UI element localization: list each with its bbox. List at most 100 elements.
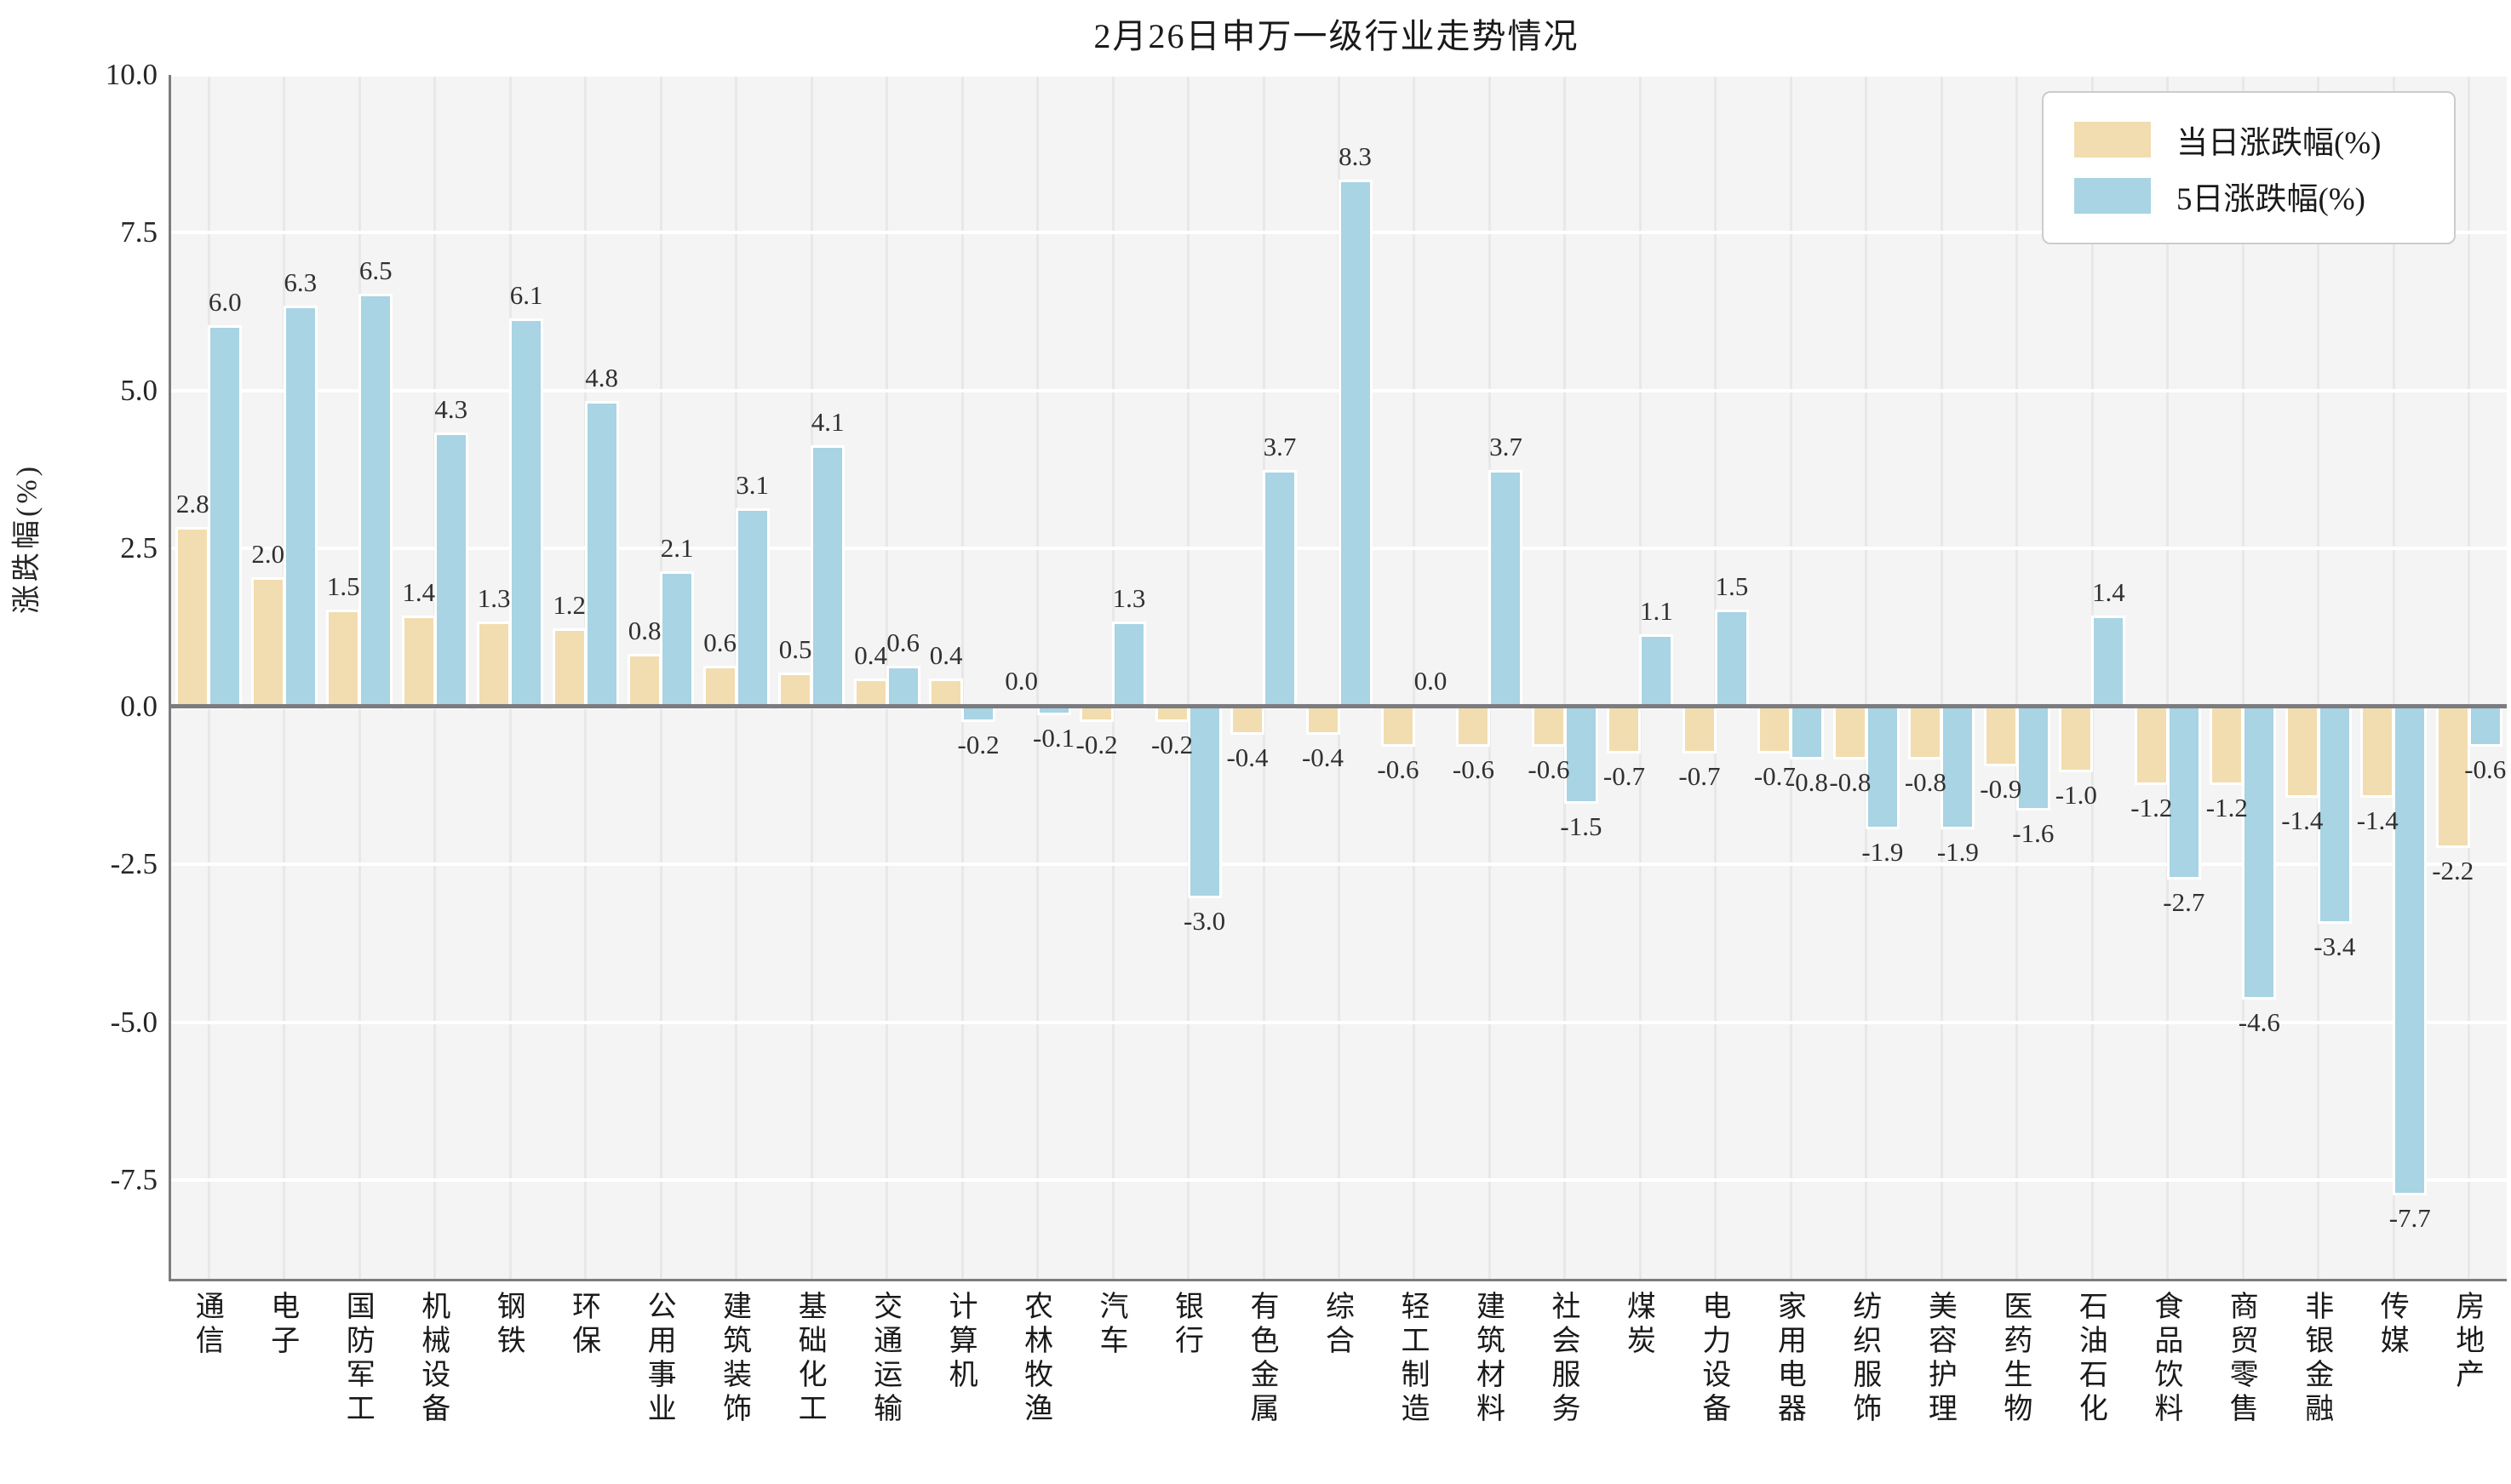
gridline-vertical <box>1563 75 1567 1279</box>
bar-5day <box>2091 616 2126 709</box>
gridline-horizontal <box>171 388 2507 392</box>
bar-5day <box>2393 703 2428 1196</box>
x-tick-label: 交通运输 <box>869 1291 901 1427</box>
bar-value-label: 1.1 <box>1640 596 1673 627</box>
bar-5day <box>2468 703 2502 748</box>
bar-value-label: 2.8 <box>175 489 209 519</box>
bar-value-label: 0.6 <box>703 627 737 658</box>
bar-daily <box>1080 703 1115 722</box>
legend-item-daily: 当日涨跌幅(%) <box>2074 112 2454 168</box>
bar-value-label: 0.0 <box>1413 665 1448 696</box>
bar-value-label: 0.5 <box>778 633 812 664</box>
y-tick-label: -5.0 <box>110 1005 158 1039</box>
x-tick-label: 钢铁 <box>492 1291 525 1359</box>
legend-swatch-5day <box>2074 178 2151 214</box>
bar-daily <box>929 679 964 709</box>
bar-5day <box>660 571 695 709</box>
bar-daily <box>175 527 210 709</box>
bar-daily <box>1908 703 1943 760</box>
gridline-vertical <box>1789 75 1792 1279</box>
bar-value-label: -1.4 <box>2281 805 2324 835</box>
bar-daily <box>2210 703 2244 785</box>
bar-5day <box>2242 703 2277 1000</box>
bar-5day <box>358 293 393 709</box>
gridline-vertical <box>1036 75 1040 1279</box>
x-tick-label: 通信 <box>191 1291 223 1359</box>
bar-5day <box>1338 180 1373 709</box>
bar-value-label: 1.5 <box>326 570 360 601</box>
bar-5day <box>1036 703 1071 716</box>
x-tick-label: 电子 <box>266 1291 298 1359</box>
bar-value-label: 0.4 <box>854 640 887 671</box>
bar-daily <box>1456 703 1491 748</box>
x-tick-label: 社会服务 <box>1546 1291 1579 1427</box>
bar-value-label: -0.7 <box>1753 760 1796 791</box>
legend-label-5day: 5日涨跌幅(%) <box>2176 182 2365 217</box>
bar-daily <box>1757 703 1792 753</box>
x-tick-label: 计算机 <box>944 1291 977 1393</box>
legend-swatch-daily <box>2074 122 2151 158</box>
bar-5day <box>1790 703 1825 760</box>
bar-5day <box>886 666 920 709</box>
bar-value-label: 1.4 <box>402 577 436 607</box>
gridline-vertical <box>2317 75 2320 1279</box>
bar-value-label: -4.6 <box>2238 1007 2280 1038</box>
y-tick-label: 5.0 <box>120 373 158 407</box>
bar-value-label: 0.8 <box>628 615 662 645</box>
bar-value-label: 6.5 <box>358 255 393 285</box>
gridline-vertical <box>1338 75 1340 1279</box>
bar-5day <box>2317 703 2352 925</box>
bar-value-label: 1.3 <box>477 583 511 614</box>
bar-daily <box>2059 703 2094 773</box>
bar-value-label: -2.7 <box>2163 887 2205 918</box>
bar-value-label: 3.1 <box>736 469 769 500</box>
gridline-vertical <box>584 75 588 1279</box>
bar-daily <box>702 666 737 709</box>
bar-daily <box>1983 703 2018 766</box>
bar-5day <box>811 444 846 709</box>
bar-daily <box>2285 703 2319 798</box>
gridline-vertical <box>1638 75 1642 1279</box>
bar-value-label: 4.1 <box>811 406 845 437</box>
legend-label-daily: 当日涨跌幅(%) <box>2176 126 2382 161</box>
x-tick-label: 环保 <box>567 1291 599 1359</box>
x-tick-label: 农林牧渔 <box>1019 1291 1052 1427</box>
bar-value-label: 6.3 <box>284 267 318 298</box>
bar-value-label: -1.9 <box>1861 836 1904 867</box>
y-tick-label: 2.5 <box>120 531 158 565</box>
bar-value-label: 2.1 <box>660 533 694 564</box>
bar-value-label: -0.6 <box>1452 754 1494 785</box>
gridline-horizontal <box>171 547 2507 551</box>
gridline-vertical <box>433 75 437 1279</box>
x-tick-label: 基础化工 <box>794 1291 826 1427</box>
bar-value-label: 3.7 <box>1489 432 1522 462</box>
gridline-vertical <box>508 75 512 1279</box>
bar-value-label: -0.2 <box>1075 729 1118 759</box>
bar-daily <box>1305 703 1340 735</box>
bar-value-label: -1.4 <box>2356 805 2399 835</box>
x-tick-label: 电力设备 <box>1697 1291 1729 1427</box>
bar-value-label: -0.6 <box>1528 754 1570 785</box>
x-tick-label: 国防军工 <box>341 1291 374 1427</box>
bar-daily <box>401 616 436 709</box>
bar-value-label: 2.0 <box>251 539 285 570</box>
gridline-vertical <box>1413 75 1416 1279</box>
y-tick-label: 10.0 <box>105 58 158 91</box>
x-tick-label: 机械设备 <box>416 1291 449 1427</box>
bar-5day <box>1865 703 1900 829</box>
zero-axis-line <box>171 704 2507 709</box>
bar-daily <box>628 653 662 709</box>
bar-daily <box>1380 703 1415 748</box>
bar-value-label: -0.1 <box>1033 723 1075 753</box>
bar-value-label: 6.0 <box>208 286 242 317</box>
x-tick-label: 食品饮料 <box>2149 1291 2181 1427</box>
x-tick-label: 商贸零售 <box>2225 1291 2257 1427</box>
gridline-vertical <box>810 75 813 1279</box>
bar-daily <box>250 577 285 709</box>
bar-5day <box>509 318 544 709</box>
bar-value-label: -0.9 <box>1980 773 2022 804</box>
bar-value-label: 1.3 <box>1112 583 1146 614</box>
bar-5day <box>1941 703 1975 829</box>
x-tick-label: 公用事业 <box>643 1291 675 1427</box>
y-tick-label: 7.5 <box>120 215 158 249</box>
